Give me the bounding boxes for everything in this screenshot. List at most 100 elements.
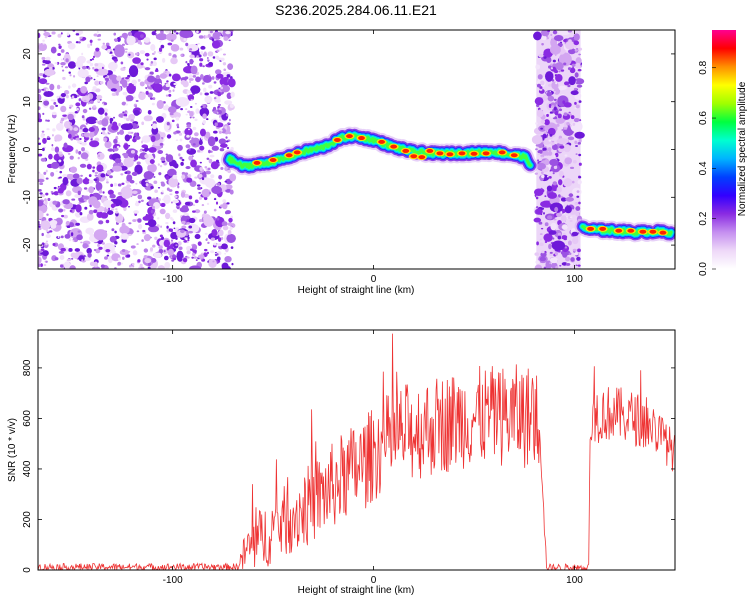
- noise-blob: [215, 159, 219, 163]
- noise-blob: [571, 236, 579, 245]
- noise-blob: [209, 154, 215, 158]
- noise-blob: [197, 241, 202, 246]
- noise-blob: [539, 88, 543, 91]
- noise-blob: [548, 65, 552, 69]
- noise-blob: [92, 169, 95, 173]
- ridge-peak: [285, 153, 293, 158]
- noise-blob: [216, 182, 221, 186]
- noise-blob: [81, 259, 84, 263]
- noise-blob: [45, 82, 50, 85]
- noise-blob: [541, 171, 544, 175]
- noise-blob: [170, 57, 178, 65]
- noise-blob: [555, 117, 565, 124]
- noise-blob: [192, 116, 195, 119]
- noise-blob: [223, 36, 229, 41]
- noise-blob: [74, 193, 83, 199]
- noise-blob: [157, 265, 165, 269]
- noise-blob: [176, 206, 180, 210]
- noise-blob: [101, 44, 107, 50]
- noise-blob: [205, 170, 211, 175]
- noise-blob: [185, 144, 191, 149]
- noise-blob: [563, 127, 568, 130]
- noise-blob: [45, 177, 49, 180]
- noise-blob: [203, 216, 215, 227]
- noise-blob: [565, 197, 574, 202]
- noise-blob: [150, 135, 156, 142]
- noise-blob: [143, 255, 148, 259]
- noise-blob: [111, 54, 114, 57]
- noise-blob: [143, 66, 146, 69]
- noise-blob: [210, 237, 216, 241]
- spectrogram-y-tick-label: 20: [22, 48, 33, 60]
- noise-blob: [198, 196, 202, 200]
- noise-blob: [41, 130, 45, 133]
- noise-blob: [578, 53, 582, 56]
- noise-blob: [60, 32, 63, 35]
- noise-blob: [129, 266, 134, 269]
- noise-blob: [144, 214, 154, 221]
- noise-blob: [230, 246, 234, 249]
- noise-blob: [533, 31, 542, 41]
- noise-blob: [145, 180, 149, 183]
- noise-blob: [192, 210, 196, 213]
- noise-blob: [171, 73, 181, 82]
- noise-blob: [138, 200, 141, 204]
- noise-blob: [206, 157, 210, 160]
- noise-blob: [61, 69, 65, 72]
- noise-blob: [123, 155, 129, 159]
- noise-blob: [119, 225, 130, 235]
- noise-blob: [562, 252, 568, 258]
- noise-blob: [176, 250, 184, 262]
- noise-blob: [169, 228, 174, 233]
- noise-blob: [170, 81, 177, 87]
- noise-blob: [40, 248, 45, 252]
- noise-blob: [577, 248, 581, 253]
- noise-blob: [540, 156, 544, 159]
- noise-blob: [195, 259, 198, 261]
- noise-blob: [149, 97, 153, 100]
- noise-blob: [188, 78, 194, 81]
- noise-blob: [110, 88, 117, 92]
- noise-blob: [59, 264, 64, 268]
- noise-blob: [569, 67, 576, 74]
- noise-blob: [555, 74, 563, 82]
- noise-blob: [143, 147, 150, 152]
- noise-blob: [213, 208, 217, 212]
- noise-blob: [160, 225, 162, 228]
- noise-blob: [548, 139, 552, 142]
- noise-blob: [183, 38, 187, 41]
- noise-blob: [194, 209, 201, 214]
- noise-blob: [75, 149, 79, 154]
- noise-blob: [160, 44, 165, 49]
- noise-blob: [149, 63, 153, 67]
- noise-blob: [551, 240, 566, 251]
- noise-blob: [556, 186, 562, 193]
- noise-blob: [184, 172, 189, 176]
- noise-blob: [578, 162, 582, 166]
- noise-blob: [205, 35, 209, 39]
- noise-blob: [564, 205, 572, 214]
- noise-blob: [568, 193, 574, 198]
- noise-blob: [177, 185, 180, 189]
- noise-blob: [568, 252, 572, 255]
- noise-blob: [205, 238, 208, 241]
- noise-blob: [55, 170, 59, 172]
- noise-blob: [96, 75, 99, 77]
- noise-blob: [208, 158, 213, 164]
- snr-panel: -100 0 100 0 200 400 600 800 Height of straight…: [7, 329, 676, 596]
- noise-blob: [569, 124, 572, 127]
- noise-blob: [173, 163, 179, 169]
- noise-blob: [111, 124, 119, 131]
- noise-blob: [181, 205, 189, 210]
- noise-blob: [183, 212, 189, 216]
- noise-blob: [75, 214, 81, 218]
- noise-blob: [149, 71, 154, 75]
- noise-blob: [131, 123, 138, 130]
- noise-blob: [153, 176, 156, 178]
- noise-blob: [540, 119, 546, 124]
- noise-blob: [150, 61, 154, 64]
- noise-blob: [540, 30, 550, 37]
- noise-blob: [550, 66, 554, 70]
- noise-blob: [221, 236, 224, 240]
- noise-blob: [126, 83, 136, 94]
